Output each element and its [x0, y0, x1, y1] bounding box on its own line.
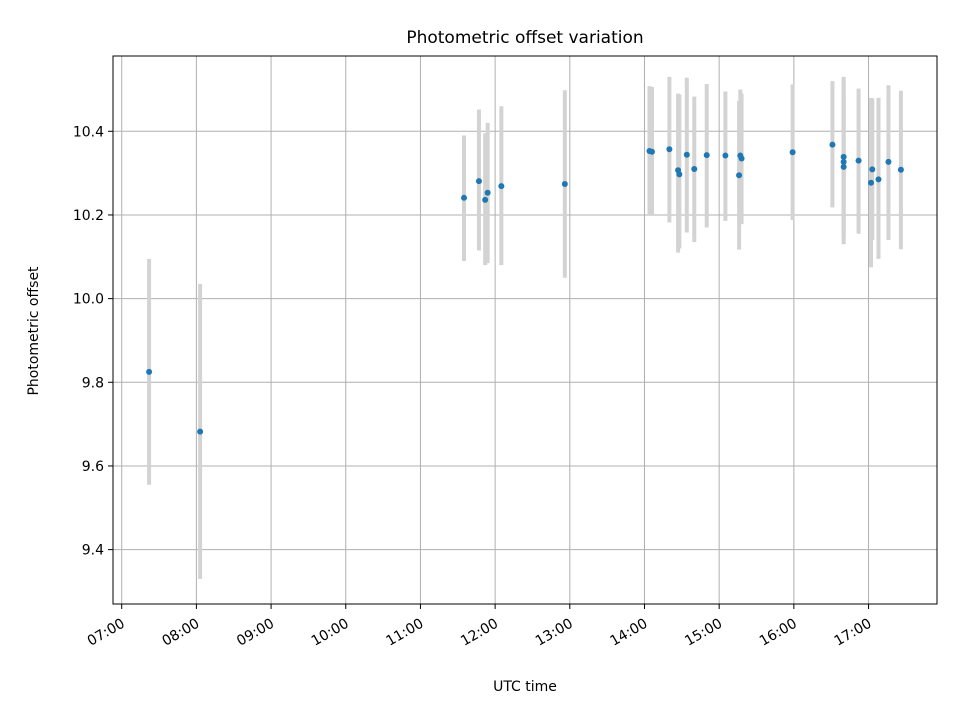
x-axis-ticks: 07:00 08:00 09:00 10:00 11:00 12:00 13:00 14:00… — [85, 604, 875, 650]
data-point — [789, 149, 796, 156]
y-tick-label: 10.0 — [73, 292, 104, 308]
data-point — [869, 166, 876, 173]
y-tick-label: 9.6 — [82, 459, 104, 475]
data-point — [666, 146, 673, 153]
data-point — [648, 148, 655, 155]
y-tick-label: 9.8 — [82, 375, 104, 391]
data-point — [738, 155, 745, 162]
x-tick-label: 14:00 — [608, 616, 651, 650]
x-tick-label: 09:00 — [234, 616, 277, 650]
plot-frame — [112, 55, 938, 605]
x-tick-label: 17:00 — [832, 616, 875, 650]
data-point — [484, 189, 491, 196]
data-point — [676, 171, 683, 178]
x-tick-label: 08:00 — [159, 616, 202, 650]
data-point — [875, 176, 882, 183]
x-tick-label: 11:00 — [383, 616, 426, 650]
data-point — [683, 151, 690, 158]
data-point — [691, 165, 698, 172]
x-tick-label: 07:00 — [85, 616, 128, 650]
data-point — [855, 157, 862, 164]
x-axis-label: UTC time — [493, 679, 557, 695]
y-axis-ticks: 9.4 9.6 9.8 10.0 10.2 10.4 — [73, 124, 113, 559]
data-point — [475, 178, 482, 185]
x-tick-label: 15:00 — [682, 616, 725, 650]
x-tick-label: 13:00 — [533, 616, 576, 650]
data-point — [561, 181, 568, 188]
data-point — [840, 158, 847, 165]
data-points — [146, 141, 904, 435]
grid-lines — [113, 56, 937, 604]
error-bars — [147, 76, 903, 579]
data-point — [498, 183, 505, 190]
data-point — [868, 179, 875, 186]
y-tick-label: 10.4 — [73, 124, 104, 140]
y-tick-label: 10.2 — [73, 208, 104, 224]
data-point — [897, 166, 904, 173]
x-tick-label: 16:00 — [757, 616, 800, 650]
chart-title: Photometric offset variation — [406, 28, 643, 48]
data-point — [722, 152, 729, 159]
data-point — [482, 196, 489, 203]
data-point — [146, 368, 153, 375]
y-tick-label: 9.4 — [82, 543, 104, 559]
y-axis-label: Photometric offset — [26, 266, 42, 396]
data-point — [197, 428, 204, 435]
data-point — [736, 172, 743, 179]
x-tick-label: 10:00 — [309, 616, 352, 650]
data-point — [703, 152, 710, 159]
data-point — [829, 141, 836, 148]
x-tick-label: 12:00 — [458, 616, 501, 650]
data-point — [840, 153, 847, 160]
data-point — [461, 194, 468, 201]
data-point — [885, 158, 892, 165]
data-point — [840, 163, 847, 170]
